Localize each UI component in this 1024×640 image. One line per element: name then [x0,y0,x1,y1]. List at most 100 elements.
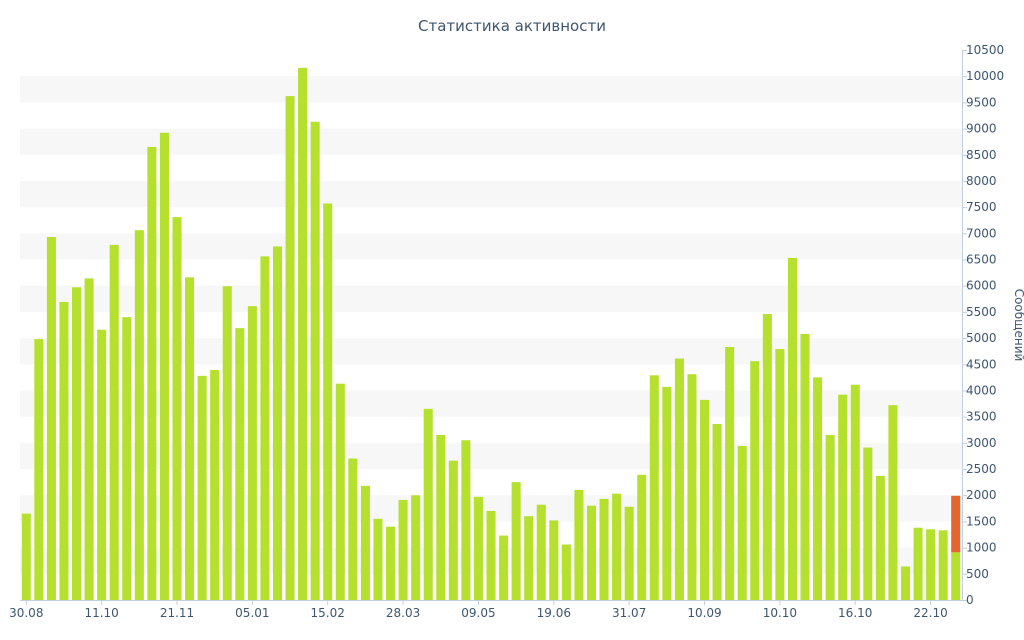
y-tick-label: 9000 [966,122,997,136]
x-tick-label: 16.10 [838,606,872,620]
bar [511,482,521,600]
bar [310,121,320,600]
bar [951,552,961,600]
bar [386,526,396,600]
bar [360,485,370,600]
bar [210,370,220,600]
bar [247,306,257,600]
bar [900,566,910,600]
bar [825,435,835,600]
bar [637,474,647,600]
y-tick-label: 7000 [966,226,997,240]
y-tick-label: 2000 [966,488,997,502]
bar [461,440,471,600]
bar [586,505,596,600]
y-tick-label: 10500 [966,43,1004,57]
bars [21,67,961,601]
bar [800,333,810,600]
bar [473,496,483,600]
bar [536,504,546,600]
bar [687,374,697,600]
x-tick-label: 30.08 [9,606,43,620]
y-tick-label: 9500 [966,95,997,109]
chart-title: Статистика активности [418,17,606,35]
x-tick-label: 10.10 [763,606,797,620]
bar [712,424,722,600]
bar [737,446,747,600]
bar [411,495,421,600]
bar [524,516,534,600]
bar [398,499,408,600]
bar [260,256,270,600]
bar [850,384,860,600]
y-tick-label: 10000 [966,69,1004,83]
bar [926,529,936,600]
bar [159,132,169,600]
bar [813,377,823,600]
bar [323,203,333,601]
bar [34,339,44,600]
bar [109,244,119,601]
bar [285,96,295,600]
bar [84,278,94,600]
bar [674,358,684,600]
y-tick-label: 4000 [966,383,997,397]
x-tick-label: 11.10 [84,606,118,620]
bar [235,328,245,600]
x-tick-label: 09.05 [461,606,495,620]
bar [335,383,345,600]
bar [838,394,848,600]
bar [612,493,622,600]
x-tick-label: 15.02 [311,606,345,620]
x-axis-ticks: 30.08 11.10 21.11 05.01 15.02 28.03 09.05 19.06… [9,600,948,620]
grid-band [20,180,962,208]
y-tick-label: 3000 [966,436,997,450]
bar [486,510,496,600]
bar-highlight [951,495,961,553]
y-axis-ticks: 0 500 1000 1500 2000 2500 3000 3500 4000 4500 5000… [962,43,1004,607]
bar [938,530,948,600]
y-tick-label: 7500 [966,200,997,214]
bar [787,257,797,600]
bar [222,286,232,600]
bar [59,301,69,600]
bar [373,518,383,600]
y-tick-label: 1000 [966,541,997,555]
bar [97,329,107,600]
y-tick-label: 5000 [966,331,997,345]
bar [725,347,735,600]
bar [348,458,358,600]
bar [863,447,873,600]
grid-band [20,128,962,155]
bar [423,408,433,600]
bar [662,386,672,600]
bar [875,475,885,600]
bar [561,544,571,600]
x-tick-label: 28.03 [386,606,420,620]
y-tick-label: 2500 [966,462,997,476]
bar [775,349,785,600]
bar [298,67,308,600]
bar [599,498,609,600]
bar [750,361,760,600]
bar [499,535,509,600]
x-tick-label: 19.06 [537,606,571,620]
bar [624,506,634,600]
y-tick-label: 3500 [966,410,997,424]
grid-band [20,76,962,103]
bar [888,405,898,600]
y-tick-label: 8500 [966,148,997,162]
x-tick-label: 22.10 [913,606,947,620]
bar [448,460,458,600]
bar [46,237,56,600]
bar [913,527,923,600]
bar [72,287,82,600]
y-axis-title: Сообщений [1012,289,1024,362]
y-tick-label: 6000 [966,279,997,293]
bar [436,435,446,600]
bar [649,375,659,600]
y-tick-label: 0 [966,593,974,607]
bar [172,217,182,600]
bar [762,314,772,600]
